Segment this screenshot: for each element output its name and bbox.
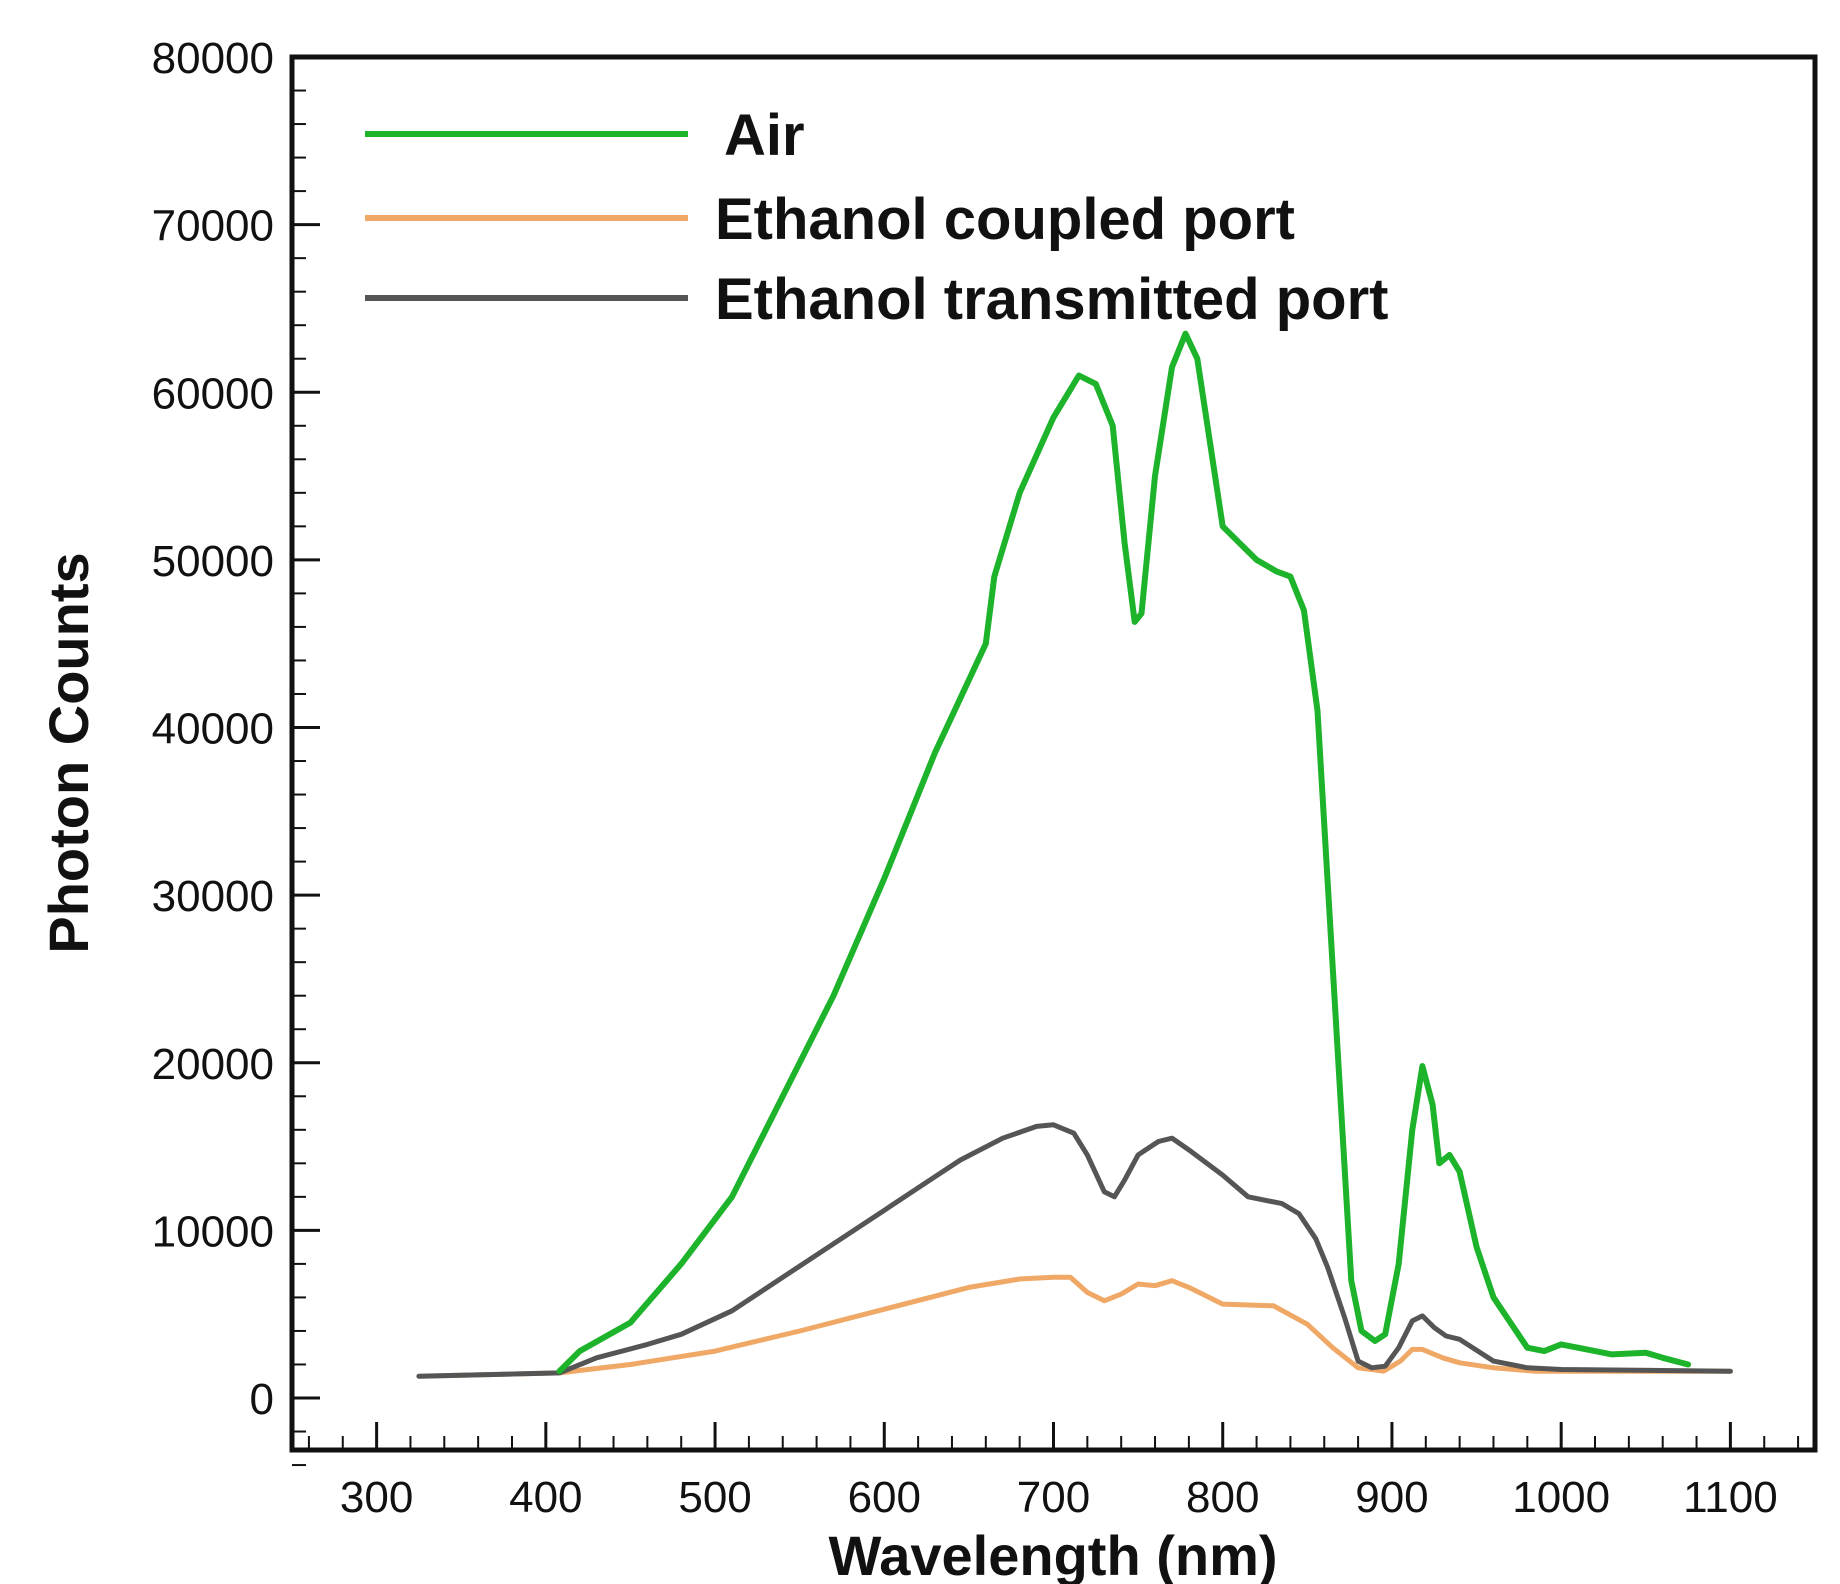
x-ticks: 300 400 500 600 700 800 900 1000 1100 xyxy=(307,1422,1800,1522)
y-tick-label: 10000 xyxy=(152,1207,274,1256)
x-tick-label: 500 xyxy=(678,1473,751,1522)
y-tick-label: 30000 xyxy=(152,872,274,921)
y-tick-label: 60000 xyxy=(152,369,274,418)
y-tick-label: 20000 xyxy=(152,1040,274,1089)
legend-label: Air xyxy=(724,103,805,168)
series-line-ethanol-transmitted-port xyxy=(416,1122,1733,1379)
y-tick-label: 70000 xyxy=(152,202,274,251)
x-tick-label: 1000 xyxy=(1512,1473,1610,1522)
x-tick-label: 300 xyxy=(340,1473,413,1522)
legend-label: Ethanol transmitted port xyxy=(715,267,1388,332)
x-tick-label: 400 xyxy=(509,1473,582,1522)
y-tick-label: 50000 xyxy=(152,537,274,586)
series-lines xyxy=(416,330,1733,1379)
x-tick-label: 900 xyxy=(1355,1473,1428,1522)
x-axis-title: Wavelength (nm) xyxy=(828,1524,1277,1584)
y-tick-label: 80000 xyxy=(152,34,274,83)
legend: Air Ethanol coupled port Ethanol transmitt… xyxy=(365,103,1388,332)
x-tick-label: 700 xyxy=(1017,1473,1090,1522)
x-tick-label: 600 xyxy=(848,1473,921,1522)
series-line-ethanol-coupled-port xyxy=(416,1274,1733,1379)
y-ticks: 0 10000 20000 30000 40000 50000 60000 70000 8000… xyxy=(152,34,320,1467)
series-line-air xyxy=(556,330,1692,1375)
y-tick-label: 40000 xyxy=(152,705,274,754)
legend-label: Ethanol coupled port xyxy=(715,187,1295,252)
x-tick-label: 1100 xyxy=(1683,1473,1778,1522)
y-axis-title: Photon Counts xyxy=(37,552,100,953)
x-tick-label: 800 xyxy=(1186,1473,1259,1522)
y-tick-label: 0 xyxy=(250,1375,274,1424)
plot-frame xyxy=(289,54,1818,1453)
